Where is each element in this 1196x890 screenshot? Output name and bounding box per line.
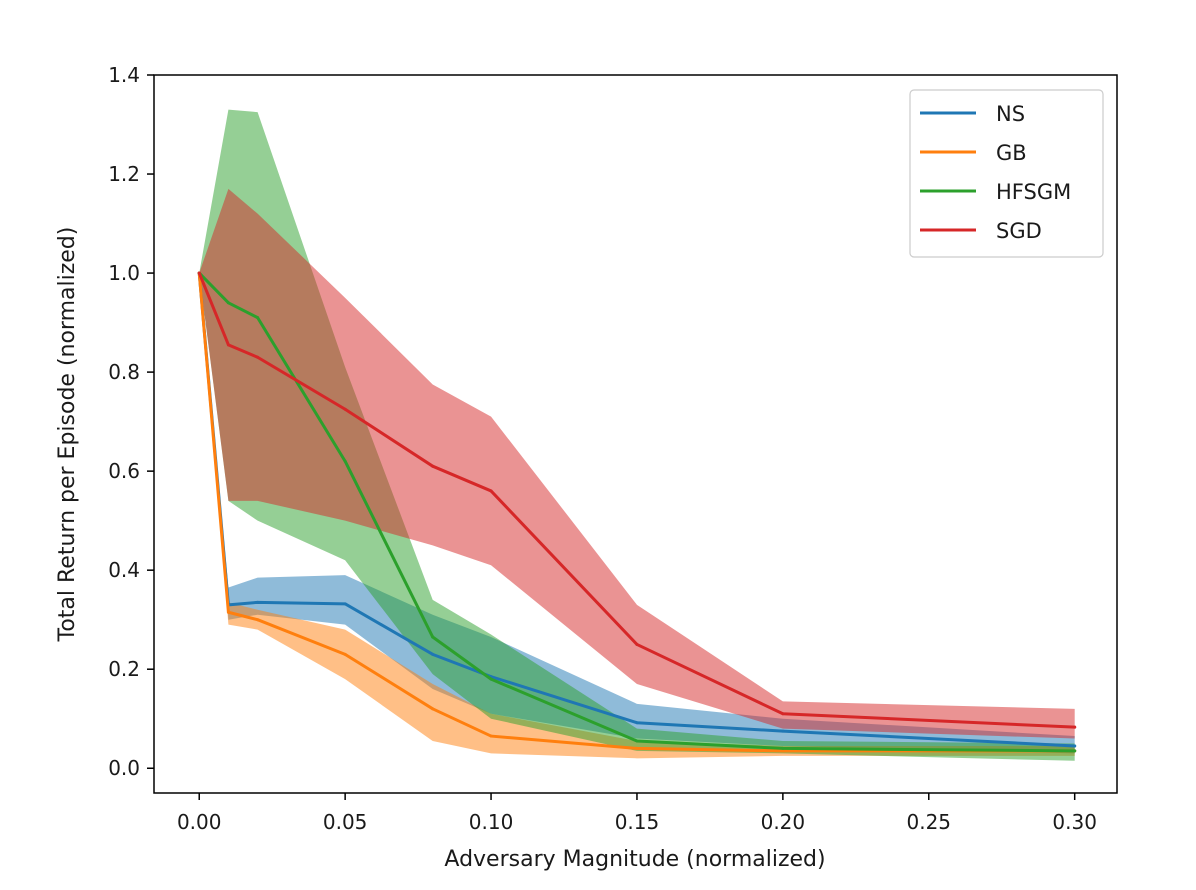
legend-box	[909, 89, 1104, 258]
data-point-hfsgm	[431, 635, 435, 639]
data-point-hfsgm	[489, 677, 493, 681]
data-point-gb	[256, 618, 260, 622]
data-point-hfsgm	[781, 746, 785, 750]
data-point-sgd	[489, 489, 493, 493]
data-point-sgd	[256, 355, 260, 359]
data-point-sgd	[1073, 725, 1077, 729]
data-point-sgd	[431, 464, 435, 468]
legend: NS GB HFSGM SGD	[909, 89, 1104, 258]
data-point-gb	[781, 749, 785, 753]
x-tick-label: 0.00	[177, 810, 222, 834]
data-point-gb	[343, 652, 347, 656]
x-tick-label: 0.15	[615, 810, 660, 834]
data-point-sgd	[226, 343, 230, 347]
legend-label-ns: NS	[996, 102, 1025, 126]
data-point-sgd	[635, 642, 639, 646]
y-tick-label: 0.0	[108, 756, 140, 780]
data-point-hfsgm	[1073, 749, 1077, 753]
y-tick-label: 0.8	[108, 360, 140, 384]
data-point-gb	[635, 746, 639, 750]
y-axis-ticks: 0.0 0.2 0.4 0.6 0.8 1.0 1.2 1.4	[108, 63, 154, 780]
y-axis-label: Total Return per Episode (normalized)	[55, 227, 80, 643]
y-tick-label: 0.6	[108, 459, 140, 483]
confidence-bands	[199, 109, 1075, 761]
data-point-ns	[781, 729, 785, 733]
plot-frame	[153, 74, 1118, 794]
x-tick-label: 0.20	[761, 810, 806, 834]
data-point-hfsgm	[226, 301, 230, 305]
data-point-hfsgm	[256, 316, 260, 320]
x-tick-label: 0.10	[469, 810, 514, 834]
data-point-hfsgm	[343, 459, 347, 463]
data-point-gb	[431, 707, 435, 711]
data-point-sgd	[343, 407, 347, 411]
y-tick-label: 0.2	[108, 657, 140, 681]
x-tick-label: 0.25	[907, 810, 952, 834]
y-tick-label: 1.0	[108, 261, 140, 285]
band-hfsgm	[199, 109, 1075, 761]
data-point-sgd	[781, 712, 785, 716]
y-tick-label: 1.4	[108, 63, 140, 87]
x-tick-label: 0.05	[323, 810, 368, 834]
data-point-ns	[256, 600, 260, 604]
y-tick-label: 0.4	[108, 558, 140, 582]
data-point-hfsgm	[635, 739, 639, 743]
data-point-sgd	[197, 271, 201, 275]
legend-label-sgd: SGD	[996, 219, 1042, 243]
data-point-ns	[1073, 744, 1077, 748]
band-sgd	[199, 188, 1075, 739]
x-axis-ticks: 0.00 0.05 0.10 0.15 0.20 0.25 0.30	[177, 793, 1097, 834]
legend-label-gb: GB	[996, 141, 1027, 165]
legend-label-hfsgm: HFSGM	[996, 180, 1071, 204]
x-tick-label: 0.30	[1052, 810, 1097, 834]
series-lines	[197, 271, 1077, 753]
data-point-gb	[226, 610, 230, 614]
x-axis-label: Adversary Magnitude (normalized)	[444, 847, 825, 872]
data-point-ns	[343, 602, 347, 606]
data-point-ns	[635, 721, 639, 725]
data-point-gb	[489, 734, 493, 738]
y-tick-label: 1.2	[108, 162, 140, 186]
data-point-ns	[431, 652, 435, 656]
